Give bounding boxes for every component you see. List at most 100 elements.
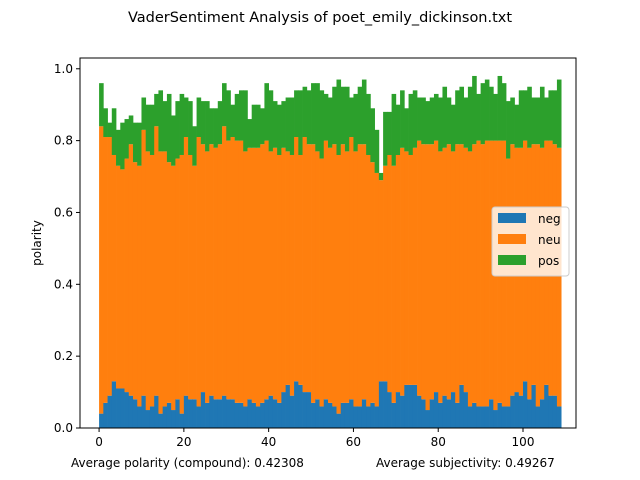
bar-neu xyxy=(357,144,363,407)
bar-neu xyxy=(137,165,142,407)
bar-pos xyxy=(433,93,439,141)
bar-pos xyxy=(442,86,448,148)
bar-neg xyxy=(353,406,359,428)
bar-pos xyxy=(188,101,193,155)
bar-neu xyxy=(425,144,431,411)
bar-pos xyxy=(298,90,303,155)
bar-neg xyxy=(238,402,244,428)
bar-neg xyxy=(455,402,460,428)
bar-neu xyxy=(506,158,511,407)
bar-neg xyxy=(149,406,155,428)
bar-neg xyxy=(145,410,151,428)
bar-pos xyxy=(166,93,172,163)
bar-pos xyxy=(128,115,134,145)
legend-label-neg: neg xyxy=(538,212,561,226)
bar-pos xyxy=(361,79,367,145)
bar-neg xyxy=(518,395,524,428)
bar-neg xyxy=(497,402,503,428)
bar-pos xyxy=(548,90,554,141)
bar-neu xyxy=(285,151,291,385)
bar-pos xyxy=(264,83,269,141)
bar-neu xyxy=(463,147,469,393)
bar-neg xyxy=(395,392,401,428)
bar-pos xyxy=(192,126,197,166)
bar-pos xyxy=(107,122,113,138)
bar-neg xyxy=(548,395,554,428)
bar-pos xyxy=(251,104,257,148)
bar-neu xyxy=(476,140,481,407)
bar-neu xyxy=(421,144,426,400)
bar-neg xyxy=(378,381,384,428)
bar-neu xyxy=(412,147,418,385)
bar-neu xyxy=(238,140,244,403)
bar-pos xyxy=(417,97,422,141)
bar-neu xyxy=(446,144,452,400)
bar-pos xyxy=(408,93,414,155)
bar-neu xyxy=(340,144,346,403)
bar-pos xyxy=(378,172,384,181)
bar-neg xyxy=(417,395,422,428)
bar-neg xyxy=(209,395,214,428)
bar-neg xyxy=(323,399,329,428)
bar-neu xyxy=(302,137,308,393)
bar-neu xyxy=(272,147,278,400)
bar-pos xyxy=(289,97,295,155)
bar-pos xyxy=(162,101,168,152)
bar-neg xyxy=(514,392,520,428)
bar-neg xyxy=(120,388,125,428)
bar-pos xyxy=(116,129,121,166)
bar-neg xyxy=(332,406,337,428)
bar-pos xyxy=(429,97,435,145)
bar-pos xyxy=(132,122,138,163)
bar-pos xyxy=(332,86,337,145)
bar-pos xyxy=(506,101,511,159)
bar-neg xyxy=(217,399,223,428)
bar-neu xyxy=(260,144,265,403)
bar-neg xyxy=(188,399,193,428)
bar-pos xyxy=(145,104,151,152)
bar-pos xyxy=(501,83,507,141)
bar-neu xyxy=(124,158,130,393)
bar-neg xyxy=(544,384,549,428)
bar-pos xyxy=(213,108,219,148)
bar-pos xyxy=(357,86,363,145)
bar-neg xyxy=(476,406,481,428)
bar-pos xyxy=(395,104,401,155)
bar-pos xyxy=(120,122,125,170)
bar-neu xyxy=(459,144,465,385)
bar-neu xyxy=(484,140,490,407)
bar-pos xyxy=(489,86,494,141)
bar-neu xyxy=(162,151,168,407)
bar-neg xyxy=(489,399,494,428)
bar-neg xyxy=(111,381,117,428)
bar-neu xyxy=(311,144,316,403)
bar-neg xyxy=(450,392,456,428)
bar-neu xyxy=(455,144,460,403)
bar-neu xyxy=(217,144,223,400)
bar-pos xyxy=(302,86,308,138)
bar-neg xyxy=(438,402,443,428)
bar-neg xyxy=(103,402,108,428)
bar-neg xyxy=(137,406,142,428)
bar-neg xyxy=(285,384,291,428)
bar-pos xyxy=(205,101,210,152)
bar-neg xyxy=(467,406,473,428)
bar-pos xyxy=(336,79,342,155)
bar-pos xyxy=(463,97,469,148)
bar-pos xyxy=(484,79,490,141)
bar-pos xyxy=(179,93,185,155)
bar-neg xyxy=(340,402,346,428)
bar-neg xyxy=(446,399,452,428)
bar-neu xyxy=(145,151,151,411)
bar-pos xyxy=(450,104,456,152)
bar-neu xyxy=(158,151,164,414)
bar-pos xyxy=(311,83,316,145)
bar-pos xyxy=(387,111,392,155)
bar-neu xyxy=(132,162,138,400)
bar-neu xyxy=(306,144,312,393)
bar-neu xyxy=(99,126,104,414)
bar-pos xyxy=(158,90,164,152)
bar-neu xyxy=(222,126,227,396)
bar-neg xyxy=(251,402,257,428)
bar-neu xyxy=(103,137,108,403)
